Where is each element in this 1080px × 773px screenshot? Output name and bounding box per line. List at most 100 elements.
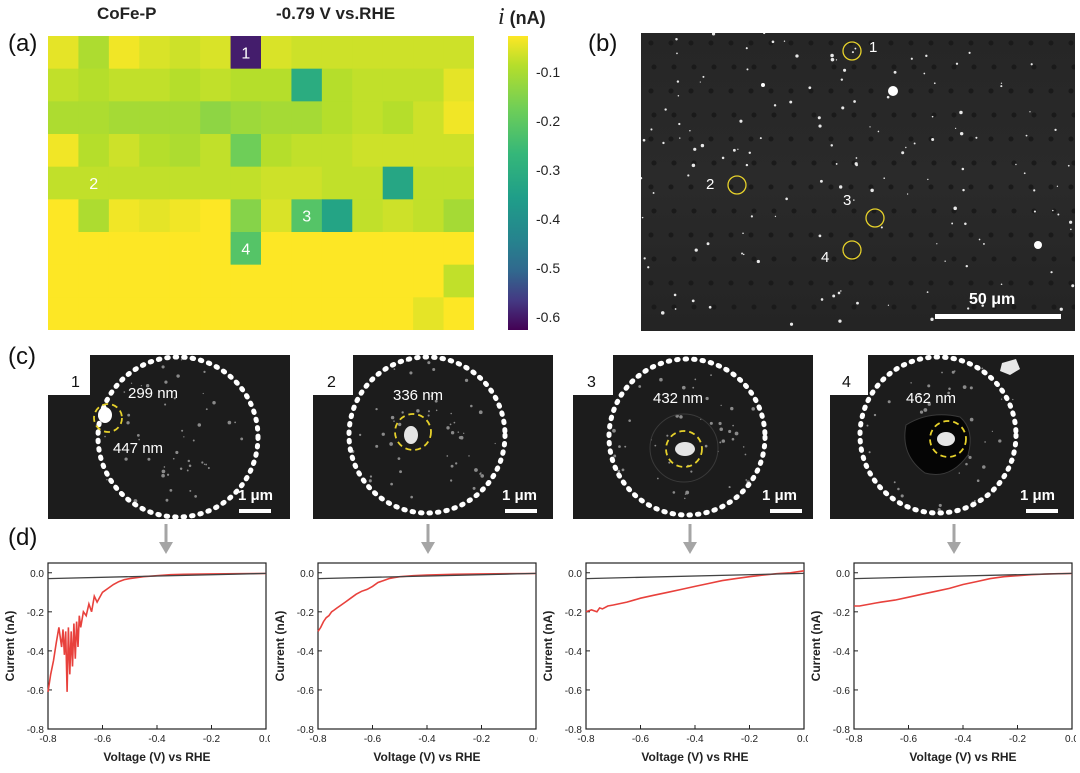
heatmap-sample-title: CoFe-P xyxy=(97,4,157,23)
heatmap-cell xyxy=(108,101,140,135)
heatmap-cell xyxy=(48,101,79,135)
heatmap-cell xyxy=(78,134,110,168)
heatmap-cell xyxy=(48,232,79,266)
heatmap-cell xyxy=(352,264,384,298)
heatmap-cell xyxy=(352,199,384,233)
overview-marker-2: 2 xyxy=(706,176,714,193)
heatmap-cell xyxy=(261,264,292,298)
heatmap-cell xyxy=(321,134,353,168)
x-tick-label: 0.0 xyxy=(1065,734,1076,745)
x-axis-label: Voltage (V) vs RHE xyxy=(641,750,748,764)
colorbar-title: i (nA) xyxy=(498,4,546,31)
heatmap-cell xyxy=(382,232,414,266)
heatmap-cell xyxy=(352,134,384,168)
y-axis-label: Current (nA) xyxy=(273,611,287,682)
heatmap-cell xyxy=(78,166,110,200)
x-tick-label: -0.2 xyxy=(1009,734,1027,745)
heatmap-cell xyxy=(291,134,323,168)
x-tick-label: -0.8 xyxy=(845,734,863,745)
overview-scale-bar xyxy=(935,314,1061,319)
heatmap-cell xyxy=(382,36,414,70)
y-axis-label: Current (nA) xyxy=(809,611,823,682)
heatmap-cell xyxy=(139,232,171,266)
y-tick-label: -0.2 xyxy=(833,608,851,619)
colorbar-tick: -0.6 xyxy=(536,309,561,325)
x-axis-label: Voltage (V) vs RHE xyxy=(103,750,210,764)
y-tick-label: -0.2 xyxy=(297,608,315,619)
heatmap-cell xyxy=(230,297,262,330)
heatmap-cell xyxy=(261,297,292,330)
heatmap-cell xyxy=(321,68,353,102)
heatmap-cell xyxy=(443,101,474,135)
y-axis-label: Current (nA) xyxy=(541,611,555,682)
heatmap-cell xyxy=(108,166,140,200)
x-tick-label: -0.8 xyxy=(39,734,57,745)
heatmap-cell xyxy=(352,101,384,135)
heatmap-cell xyxy=(200,297,232,330)
arrow-row xyxy=(159,524,961,554)
heatmap-cell xyxy=(200,166,232,200)
heatmap-cell xyxy=(78,297,110,330)
heatmap-cell xyxy=(382,264,414,298)
sem-zoom-2: 2 336 nm 1 μm xyxy=(313,355,553,519)
heatmap-cell xyxy=(261,36,292,70)
heatmap-cell xyxy=(169,36,201,70)
heatmap-cell xyxy=(382,166,414,200)
heatmap-cell xyxy=(169,166,201,200)
heatmap-cell xyxy=(291,166,323,200)
x-tick-label: -0.6 xyxy=(364,734,382,745)
baseline-trace xyxy=(47,572,267,580)
heatmap-marker-4: 4 xyxy=(241,241,250,258)
heatmap-cell xyxy=(321,297,353,330)
current-symbol: i xyxy=(498,4,505,30)
heatmap-cell xyxy=(443,134,474,168)
heatmap-cell xyxy=(48,199,79,233)
heatmap-cell xyxy=(108,264,140,298)
sem-zoom-1: 1 299 nm 447 nm 1 μm xyxy=(48,355,290,519)
x-tick-label: -0.6 xyxy=(632,734,650,745)
x-tick-label: -0.2 xyxy=(473,734,491,745)
heatmap-cell xyxy=(261,134,292,168)
heatmap-cell xyxy=(230,68,262,102)
lsv-plot-2: 0.0 -0.2 -0.4 -0.6 -0.8-0.8 -0.6 -0.4 -0.2 0.0 Vo… xyxy=(273,562,538,764)
heatmap-cell xyxy=(200,199,232,233)
y-tick-label: -0.4 xyxy=(833,647,851,658)
baseline-trace xyxy=(585,572,805,580)
current-trace xyxy=(585,570,805,613)
heatmap-cell xyxy=(108,134,140,168)
heatmap-cell xyxy=(443,297,474,330)
heatmap-cell xyxy=(261,232,292,266)
heatmap-cell xyxy=(352,232,384,266)
heatmap-cell xyxy=(413,68,445,102)
heatmap-cell xyxy=(413,264,445,298)
heatmap-cell xyxy=(443,199,474,233)
heatmap-cell xyxy=(413,297,445,330)
heatmap-cell xyxy=(48,297,79,330)
heatmap-cell xyxy=(413,101,445,135)
baseline-trace xyxy=(853,572,1073,580)
zoom-1-scale-label: 1 μm xyxy=(238,487,273,504)
heatmap-cell xyxy=(169,297,201,330)
zoom-3-number: 3 xyxy=(587,374,596,391)
heatmap-cell xyxy=(200,232,232,266)
overview-marker-1: 1 xyxy=(869,39,877,56)
heatmap-cell xyxy=(169,134,201,168)
zoom-2-scale-label: 1 μm xyxy=(502,487,537,504)
heatmap-cell xyxy=(443,232,474,266)
heatmap-cell xyxy=(139,36,171,70)
heatmap-cell xyxy=(230,36,262,70)
lsv-plot-1: 0.0 -0.2 -0.4 -0.6 -0.8-0.8 -0.6 -0.4 -0.2 0.0 Vo… xyxy=(3,562,270,764)
heatmap-cell xyxy=(48,264,79,298)
heatmap-cell xyxy=(200,264,232,298)
y-tick-label: -0.8 xyxy=(565,725,583,736)
x-tick-label: -0.2 xyxy=(203,734,221,745)
heatmap-cell xyxy=(413,199,445,233)
current-trace xyxy=(47,572,267,693)
plot-frame xyxy=(853,562,1073,730)
zoom-4-inner-size: 462 nm xyxy=(906,390,956,407)
zoom-3-scale-label: 1 μm xyxy=(762,487,797,504)
overview-marker-4: 4 xyxy=(821,249,829,266)
heatmap-cell xyxy=(413,36,445,70)
overview-marker-3: 3 xyxy=(843,192,851,209)
y-tick-label: -0.8 xyxy=(833,725,851,736)
